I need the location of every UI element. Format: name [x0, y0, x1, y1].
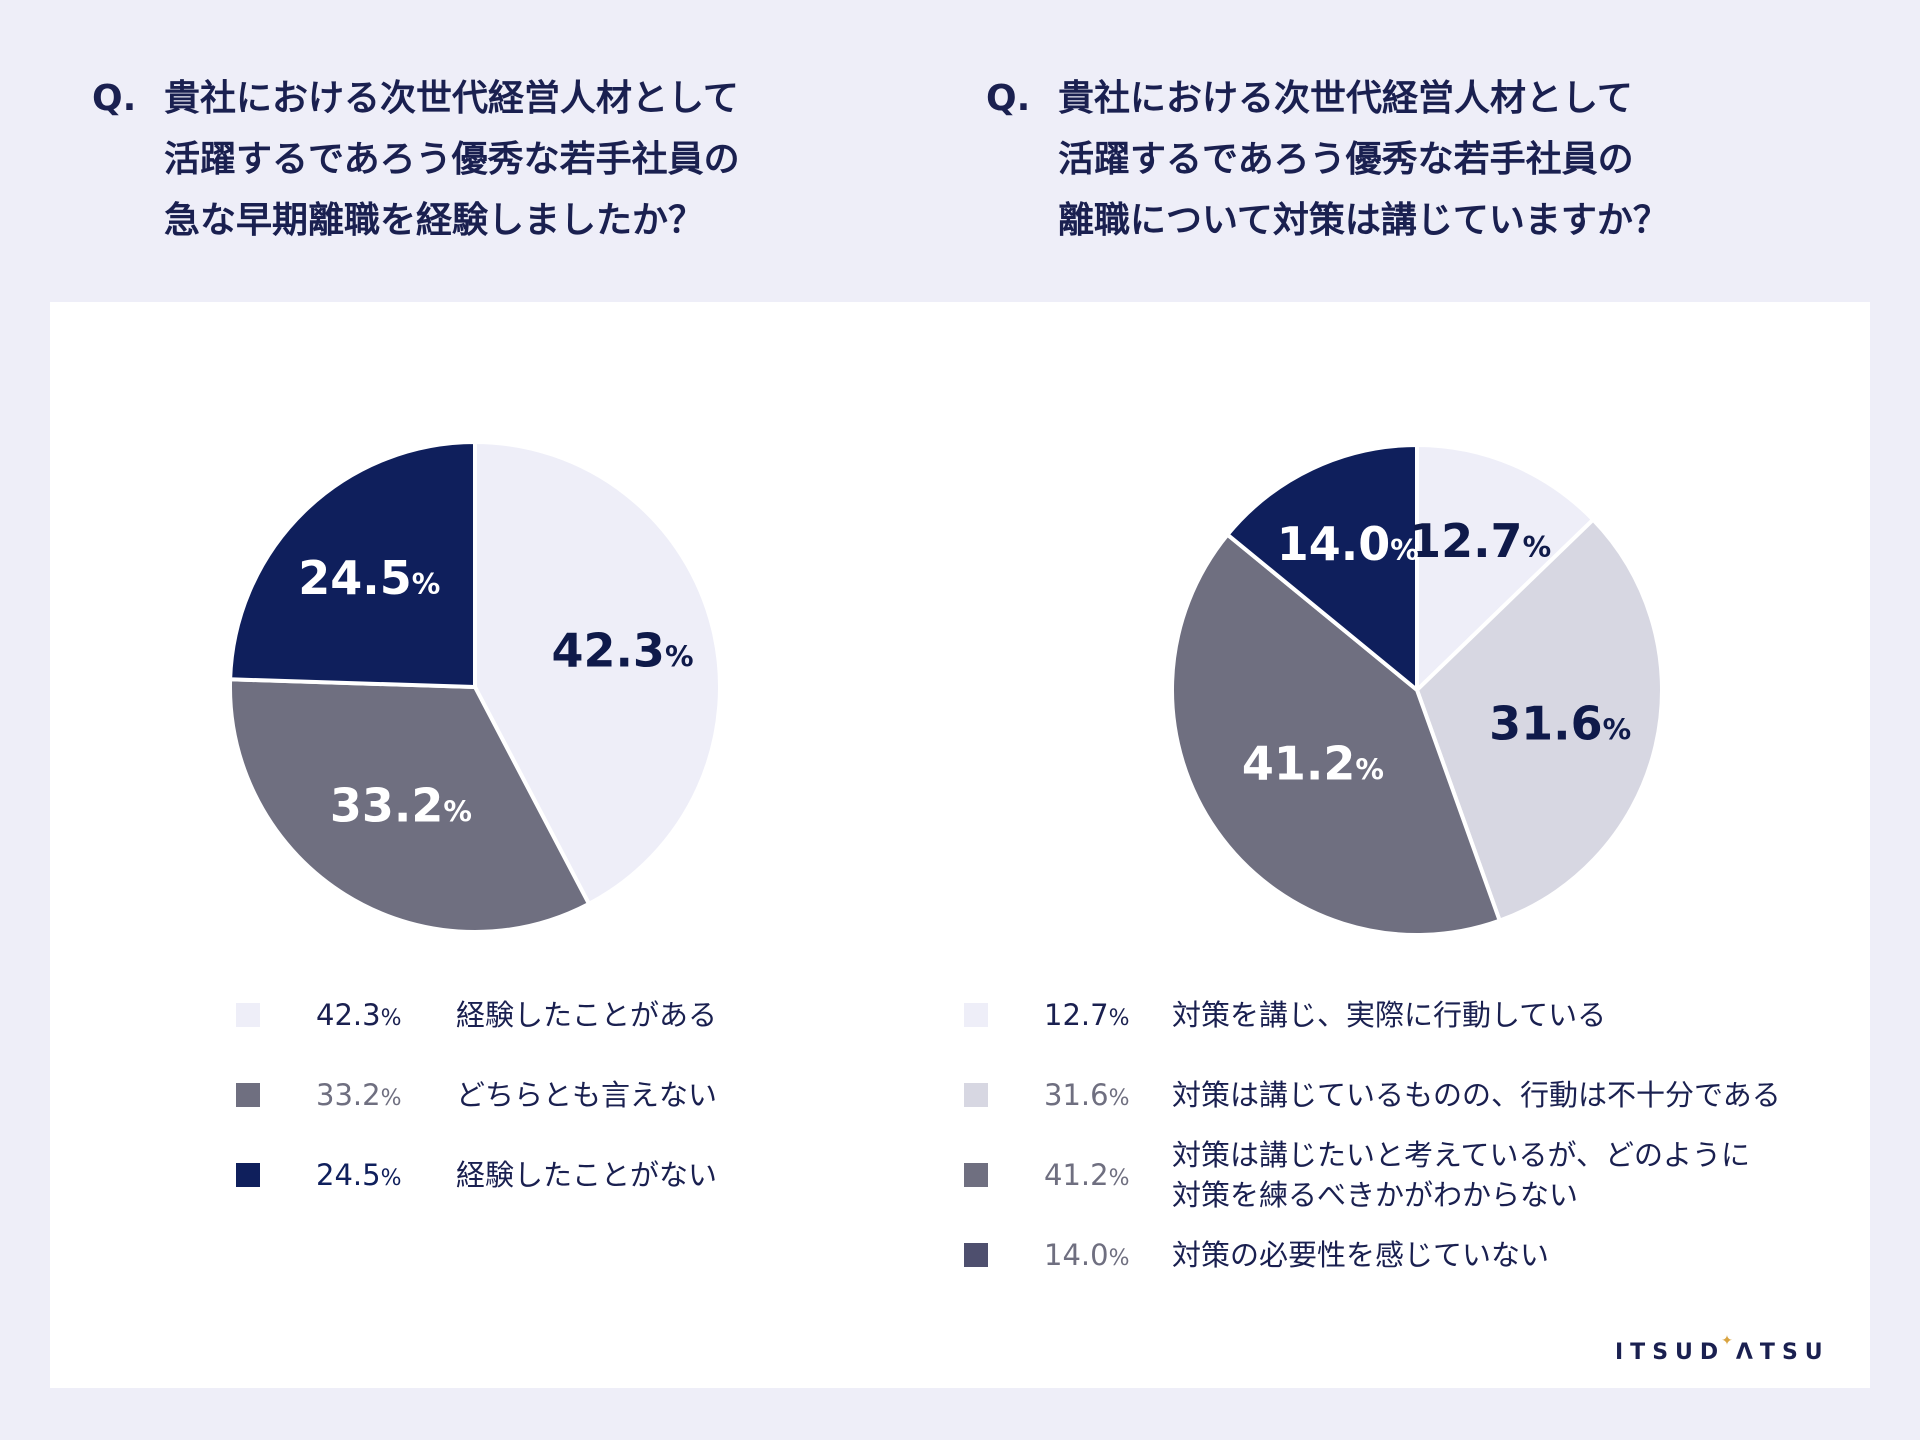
- legend-percent: 24.5%: [316, 1158, 402, 1192]
- legend-swatch: [964, 1003, 988, 1027]
- question-line: 離職について対策は講じていますか？: [1058, 200, 1669, 241]
- legend-item: 12.7% 対策を講じ、実際に行動している: [964, 995, 1864, 1035]
- legend-percent: 42.3%: [316, 998, 402, 1032]
- legend-percent: 33.2%: [316, 1078, 402, 1112]
- legend-label: どちらとも言えない: [456, 1078, 718, 1112]
- legend-label: 対策は講じているものの、行動は不十分である: [1172, 1078, 1781, 1112]
- legend-2: 12.7% 対策を講じ、実際に行動している 31.6% 対策は講じているものの、行動は…: [964, 995, 1864, 1295]
- legend-label: 対策の必要性を感じていない: [1172, 1238, 1550, 1272]
- logo-text-b: ΛTSU: [1735, 1340, 1830, 1365]
- pie-chart-1: 42.3%33.2%24.5%: [228, 440, 722, 934]
- legend-item: 24.5% 経験したことがない: [236, 1155, 796, 1195]
- pie-slice: [1170, 532, 1502, 937]
- legend-item: 33.2% どちらとも言えない: [236, 1075, 796, 1115]
- question-line: 急な早期離職を経験しましたか？: [164, 200, 705, 241]
- legend-swatch: [964, 1083, 988, 1107]
- legend-label: 対策を講じ、実際に行動している: [1172, 998, 1607, 1032]
- question-line: 貴社における次世代経営人材として: [164, 78, 739, 119]
- pie-slice: [1415, 517, 1664, 923]
- pie-slice: [1415, 443, 1596, 692]
- question-line: 貴社における次世代経営人材として: [1058, 78, 1633, 119]
- legend-percent: 14.0%: [1044, 1238, 1130, 1272]
- pie-slice: [473, 440, 722, 906]
- question-line: 活躍するであろう優秀な若手社員の: [1058, 139, 1634, 180]
- legend-label: 経験したことがある: [456, 998, 718, 1032]
- legend-percent: 41.2%: [1044, 1158, 1130, 1192]
- legend-item: 14.0% 対策の必要性を感じていない: [964, 1235, 1864, 1275]
- star-icon: ✦: [1721, 1333, 1740, 1349]
- legend-label: 経験したことがない: [456, 1158, 718, 1192]
- question-line: 活躍するであろう優秀な若手社員の: [164, 139, 740, 180]
- question-prefix: Q.: [986, 78, 1031, 119]
- slice-label: 24.5%: [298, 551, 440, 605]
- legend-label: 対策は講じたいと考えているが、どのように 対策を練るべきかがわからない: [1172, 1138, 1750, 1212]
- pie-slice: [228, 677, 591, 934]
- legend-swatch: [236, 1163, 260, 1187]
- legend-swatch: [236, 1003, 260, 1027]
- legend-1: 42.3% 経験したことがある 33.2% どちらとも言えない 24.5% 経験したことが…: [236, 995, 796, 1215]
- legend-swatch: [236, 1083, 260, 1107]
- legend-percent: 31.6%: [1044, 1078, 1130, 1112]
- legend-item: 41.2% 対策は講じたいと考えているが、どのように 対策を練るべきかがわからない: [964, 1138, 1864, 1212]
- legend-item: 31.6% 対策は講じているものの、行動は不十分である: [964, 1075, 1864, 1115]
- pie-slice: [1225, 443, 1419, 692]
- itsudatsu-logo: ITSUD✦ΛTSU: [1615, 1333, 1830, 1365]
- question-prefix: Q.: [92, 78, 137, 119]
- legend-percent: 12.7%: [1044, 998, 1130, 1032]
- pie-slice: [228, 440, 477, 689]
- logo-text-a: ITSUD: [1615, 1340, 1726, 1365]
- pie-chart-2: 12.7%31.6%41.2%14.0%: [1170, 443, 1664, 937]
- legend-swatch: [964, 1163, 988, 1187]
- legend-item: 42.3% 経験したことがある: [236, 995, 796, 1035]
- legend-swatch: [964, 1243, 988, 1267]
